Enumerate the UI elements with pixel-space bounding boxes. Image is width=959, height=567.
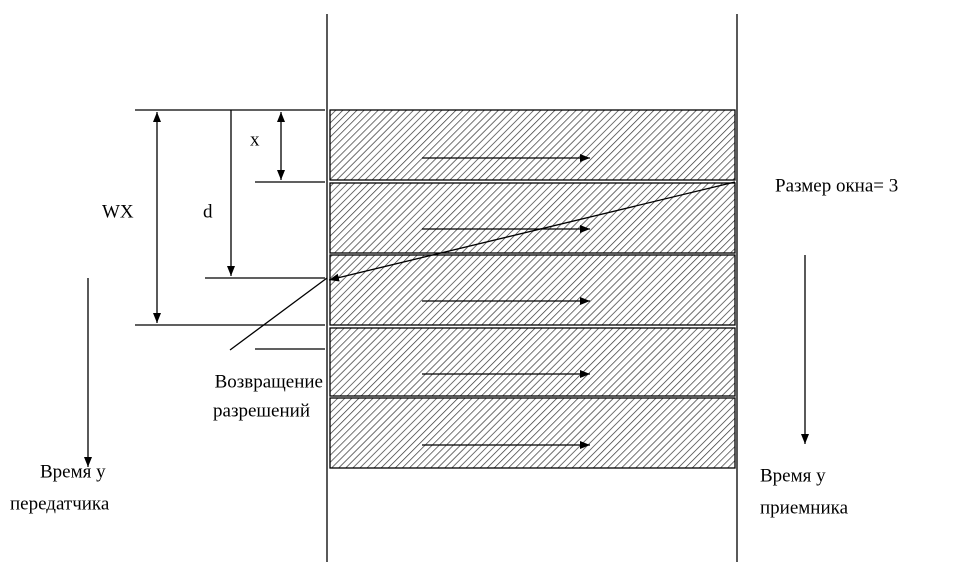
sender-time-label: Время у (40, 461, 106, 482)
ack-arrow (328, 181, 736, 282)
frames (329, 109, 736, 469)
receiver-time-label: приемника (760, 497, 849, 518)
receiver-time-label: Время у (760, 465, 826, 486)
return-label: Возвращение (215, 371, 323, 392)
x-label: x (250, 129, 260, 150)
return-label: разрешений (213, 400, 310, 421)
frame (329, 182, 736, 254)
frame (329, 254, 736, 326)
frame (329, 397, 736, 469)
d-label: d (203, 201, 213, 222)
window-size-label: Размер окна= 3 (775, 175, 898, 196)
sender-time-label: передатчика (10, 493, 110, 514)
wx-label: WX (102, 201, 134, 222)
frame (329, 327, 736, 397)
frame (329, 109, 736, 181)
ack-pointer (229, 277, 328, 351)
